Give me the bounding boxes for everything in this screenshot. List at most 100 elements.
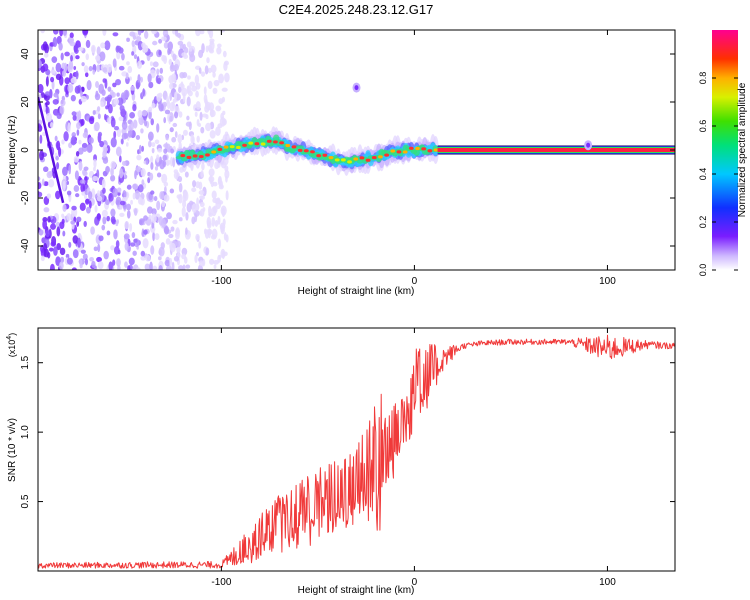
- noise-speckle: [92, 69, 96, 75]
- noise-speckle: [112, 58, 117, 68]
- spectrogram-panel: -100 0 100 40 20 0 -20 -40 Height of straight l…: [7, 29, 676, 297]
- band-core: [229, 145, 235, 149]
- noise-speckle: [102, 216, 107, 225]
- band-core: [421, 147, 427, 151]
- noise-speckle: [205, 114, 209, 120]
- noise-speckle: [54, 135, 58, 142]
- noise-speckle: [105, 165, 111, 173]
- band-core: [279, 141, 285, 145]
- noise-speckle: [141, 145, 145, 152]
- noise-speckle: [133, 119, 138, 129]
- spectrogram-x-axis-label: Height of straight line (km): [298, 286, 415, 297]
- noise-speckle: [55, 221, 61, 228]
- noise-speckle: [66, 257, 73, 265]
- noise-speckle: [152, 265, 158, 270]
- colorbar: 0.0 0.2 0.4 0.6 0.8 Normalized spectral ampl…: [698, 30, 748, 276]
- noise-speckle: [50, 122, 54, 129]
- noise-speckle: [161, 36, 167, 42]
- noise-speckle: [97, 131, 103, 137]
- noise-speckle: [126, 209, 131, 219]
- noise-speckle: [80, 182, 85, 193]
- noise-speckle: [172, 53, 177, 61]
- noise-speckle: [215, 126, 221, 137]
- noise-speckle: [185, 121, 192, 127]
- noise-speckle: [90, 226, 95, 235]
- noise-speckle: [157, 77, 162, 85]
- snr-y-tick-label: 0.5: [20, 494, 31, 508]
- noise-speckle: [151, 30, 158, 35]
- noise-speckle: [151, 213, 157, 224]
- noise-speckle: [171, 101, 175, 110]
- noise-speckle: [137, 109, 143, 118]
- snr-x-axis-label: Height of straight line (km): [298, 585, 415, 596]
- noise-speckle: [161, 173, 168, 184]
- noise-speckle: [59, 221, 65, 230]
- snr-y-tick-label: 1.5: [20, 355, 31, 369]
- noise-speckle: [190, 134, 194, 145]
- spectrogram-y-tick-label: 40: [20, 48, 31, 60]
- noise-speckle: [43, 166, 49, 173]
- band-halo: [229, 147, 237, 151]
- noise-speckle: [64, 51, 70, 57]
- noise-speckle: [42, 41, 48, 51]
- noise-speckle: [39, 150, 45, 161]
- noise-speckle: [113, 246, 120, 255]
- noise-speckle: [159, 191, 165, 200]
- noise-speckle: [172, 122, 178, 128]
- noise-speckle: [191, 85, 198, 92]
- spectrogram-y-tick-label: 0: [20, 147, 31, 153]
- noise-speckle: [50, 241, 57, 247]
- noise-speckle: [101, 209, 108, 218]
- noise-speckle: [106, 63, 113, 73]
- band-core: [347, 160, 352, 164]
- noise-speckle: [76, 129, 80, 136]
- noise-speckle: [60, 52, 64, 61]
- noise-speckle: [71, 111, 77, 117]
- noise-speckle: [40, 255, 45, 262]
- noise-speckle: [114, 125, 120, 131]
- band-halo: [183, 149, 191, 158]
- band-core: [180, 153, 186, 158]
- noise-speckle: [60, 256, 65, 264]
- noise-speckle: [81, 86, 85, 92]
- noise-speckle: [148, 106, 153, 113]
- noise-speckle: [143, 229, 148, 235]
- noise-speckle: [118, 116, 124, 122]
- noise-speckle: [178, 111, 183, 118]
- noise-speckle: [49, 88, 53, 99]
- noise-speckle: [110, 166, 114, 177]
- noise-speckle: [132, 103, 137, 112]
- colorbar-scale: [712, 30, 738, 270]
- noise-speckle: [106, 230, 111, 236]
- noise-speckle: [204, 229, 210, 239]
- noise-speckle: [101, 224, 106, 231]
- noise-speckle: [138, 184, 144, 193]
- noise-speckle: [73, 156, 80, 163]
- noise-speckle: [96, 213, 101, 220]
- noise-speckle: [118, 65, 125, 71]
- noise-speckle: [136, 154, 142, 161]
- noise-speckle: [195, 90, 199, 98]
- colorbar-ticks: 0.0 0.2 0.4 0.6 0.8: [698, 72, 738, 276]
- noise-speckle: [174, 111, 179, 119]
- noise-speckle: [78, 161, 83, 171]
- noise-speckle: [110, 160, 117, 170]
- noise-speckle: [185, 227, 188, 235]
- band-core: [211, 150, 217, 154]
- noise-speckle: [125, 142, 129, 147]
- noise-speckle: [161, 218, 166, 228]
- noise-speckle: [177, 133, 183, 144]
- noise-speckle: [165, 238, 171, 245]
- noise-speckle: [203, 86, 207, 95]
- noise-speckle: [64, 77, 71, 85]
- snr-frame: [37, 327, 676, 572]
- noise-speckle: [119, 155, 122, 163]
- noise-speckle: [65, 253, 70, 259]
- noise-speckle: [113, 98, 120, 106]
- noise-speckle: [96, 106, 101, 112]
- noise-speckle: [103, 250, 109, 260]
- band-core: [297, 148, 303, 152]
- noise-speckle: [167, 147, 171, 153]
- noise-speckle: [140, 128, 144, 134]
- noise-speckle: [163, 41, 169, 49]
